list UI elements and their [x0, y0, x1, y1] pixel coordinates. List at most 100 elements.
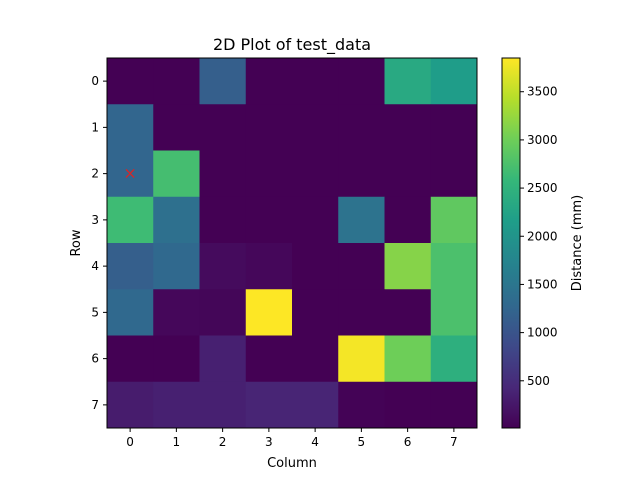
x-tick-label: 2	[219, 435, 227, 449]
y-axis-label: Row	[69, 229, 84, 256]
heatmap-cell-r7-c7	[430, 381, 478, 429]
heatmap-cell-r7-c3	[245, 381, 293, 429]
heatmap-cell-r4-c3	[245, 243, 293, 290]
chart-title: 2D Plot of test_data	[213, 35, 371, 55]
heatmap-cell-r4-c7	[430, 243, 478, 290]
heatmap-cell-r1-c5	[338, 104, 385, 151]
heatmap-cell-r7-c6	[384, 381, 432, 429]
heatmap-cell-r1-c7	[430, 104, 478, 151]
heatmap-cell-r1-c1	[153, 104, 200, 151]
heatmap-cell-r7-c0	[107, 381, 154, 429]
heatmap-cell-r0-c7	[430, 58, 478, 105]
heatmap-cells	[107, 58, 478, 429]
heatmap-cell-r4-c4	[292, 243, 339, 290]
heatmap-cell-r0-c0	[107, 58, 154, 105]
plot-frame	[106, 57, 478, 429]
heatmap-cell-r0-c4	[292, 58, 339, 105]
x-tick-label: 0	[126, 435, 134, 449]
heatmap-cell-r4-c2	[199, 243, 247, 290]
x-tick-label: 4	[311, 435, 319, 449]
colorbar-ticks: 500 1000 1500 2000 2500 3000 3500	[520, 85, 558, 388]
heatmap-cell-r6-c5	[338, 335, 385, 383]
heatmap-cell-r3-c4	[292, 196, 339, 244]
heatmap-cell-r5-c4	[292, 289, 339, 336]
heatmap-cell-r7-c2	[199, 381, 247, 429]
x-tick-label: 3	[265, 435, 273, 449]
heatmap-cell-r1-c3	[245, 104, 293, 151]
x-tick-label: 5	[358, 435, 366, 449]
heatmap-cell-r3-c3	[245, 196, 293, 244]
y-tick-label: 1	[91, 120, 99, 134]
heatmap-cell-r6-c6	[384, 335, 432, 383]
heatmap-cell-r3-c2	[199, 196, 247, 244]
x-tick-label: 1	[173, 435, 181, 449]
heatmap-cell-r2-c3	[245, 150, 293, 198]
heatmap-cell-r2-c5	[338, 150, 385, 198]
y-tick-label: 5	[91, 305, 99, 319]
heatmap-cell-r5-c1	[153, 289, 200, 336]
marker-point: ×	[123, 164, 136, 183]
heatmap-cell-r3-c7	[430, 196, 478, 244]
x-axis-label: Column	[267, 456, 317, 471]
heatmap-cell-r5-c3	[245, 289, 293, 336]
heatmap-cell-r0-c6	[384, 58, 432, 105]
colorbar-tick-label: 2000	[527, 229, 558, 243]
colorbar-tick-label: 500	[527, 374, 550, 388]
heatmap-cell-r6-c0	[107, 335, 154, 383]
heatmap-cell-r2-c2	[199, 150, 247, 198]
heatmap-cell-r2-c0	[107, 150, 154, 198]
colorbar	[502, 58, 520, 428]
heatmap-cell-r6-c7	[430, 335, 478, 383]
heatmap-cell-r3-c1	[153, 196, 200, 244]
heatmap-cell-r2-c7	[430, 150, 478, 198]
x-axis: 0 1 2 3 4 5 6 7	[126, 428, 458, 449]
y-axis: 0 1 2 3 4 5 6 7	[91, 74, 107, 412]
colorbar-tick-label: 1500	[527, 277, 558, 291]
y-tick-label: 2	[91, 167, 99, 181]
heatmap-cell-r6-c1	[153, 335, 200, 383]
heatmap-cell-r5-c5	[338, 289, 385, 336]
x-tick-label: 7	[450, 435, 458, 449]
heatmap-cell-r6-c4	[292, 335, 339, 383]
heatmap-cell-r2-c4	[292, 150, 339, 198]
heatmap-cell-r2-c6	[384, 150, 432, 198]
heatmap-cell-r0-c1	[153, 58, 200, 105]
marker-layer: ×	[123, 164, 136, 183]
heatmap-cell-r1-c2	[199, 104, 247, 151]
colorbar-tick-label: 3500	[527, 85, 558, 99]
heatmap-cell-r1-c0	[107, 104, 154, 151]
heatmap-cell-r0-c5	[338, 58, 385, 105]
heatmap-cell-r4-c0	[107, 243, 154, 290]
heatmap-cell-r7-c4	[292, 381, 339, 429]
heatmap-cell-r6-c3	[245, 335, 293, 383]
colorbar-label: Distance (mm)	[570, 195, 585, 291]
heatmap-cell-r1-c4	[292, 104, 339, 151]
heatmap-cell-r6-c2	[199, 335, 247, 383]
heatmap-cell-r3-c5	[338, 196, 385, 244]
heatmap-cell-r4-c1	[153, 243, 200, 290]
y-tick-label: 7	[91, 398, 99, 412]
heatmap-cell-r3-c0	[107, 196, 154, 244]
y-tick-label: 3	[91, 213, 99, 227]
y-tick-label: 0	[91, 74, 99, 88]
colorbar-tick-label: 1000	[527, 326, 558, 340]
heatmap-cell-r7-c1	[153, 381, 200, 429]
heatmap-cell-r0-c3	[245, 58, 293, 105]
heatmap-cell-r2-c1	[153, 150, 200, 198]
heatmap-cell-r3-c6	[384, 196, 432, 244]
colorbar-frame	[501, 57, 521, 429]
heatmap-cell-r5-c6	[384, 289, 432, 336]
heatmap-cell-r5-c2	[199, 289, 247, 336]
heatmap-cell-r1-c6	[384, 104, 432, 151]
heatmap-cell-r5-c7	[430, 289, 478, 336]
colorbar-tick-label: 2500	[527, 181, 558, 195]
y-tick-label: 6	[91, 352, 99, 366]
x-tick-label: 6	[404, 435, 412, 449]
colorbar-tick-label: 3000	[527, 133, 558, 147]
y-tick-label: 4	[91, 259, 99, 273]
heatmap-cell-r0-c2	[199, 58, 247, 105]
heatmap-cell-r4-c6	[384, 243, 432, 290]
heatmap-cell-r4-c5	[338, 243, 385, 290]
heatmap-cell-r5-c0	[107, 289, 154, 336]
